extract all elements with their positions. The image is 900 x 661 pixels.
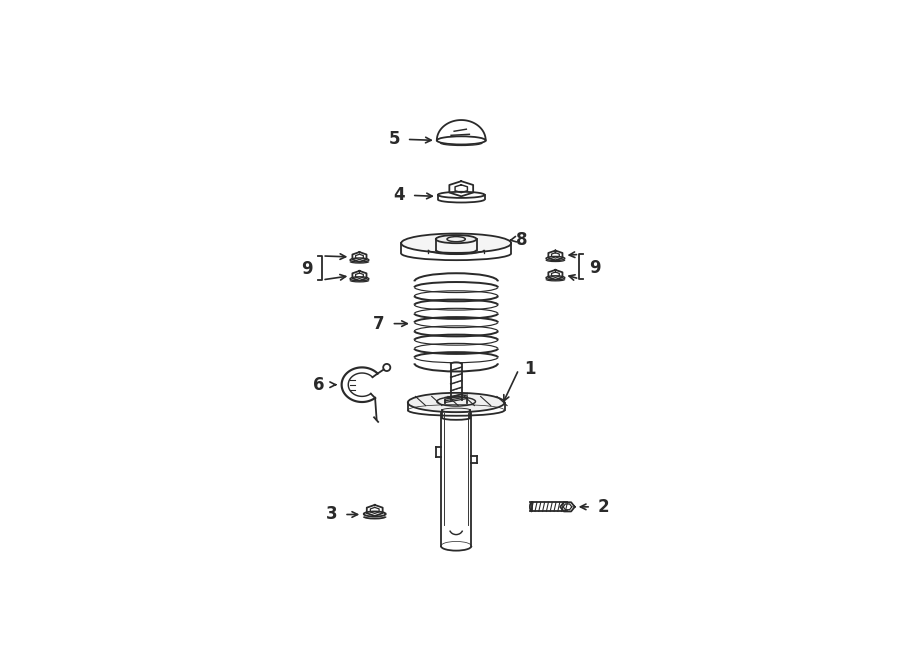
Text: 9: 9 [589,259,600,277]
Text: 3: 3 [326,506,338,524]
Text: 7: 7 [373,315,384,332]
Ellipse shape [436,235,476,243]
Text: 4: 4 [393,186,405,204]
Ellipse shape [401,233,511,253]
Text: 9: 9 [302,260,313,278]
Text: 6: 6 [313,375,325,394]
Text: 8: 8 [516,231,527,249]
Text: 2: 2 [598,498,609,516]
Text: 1: 1 [524,360,536,379]
Text: 5: 5 [388,130,400,148]
Ellipse shape [408,393,505,412]
